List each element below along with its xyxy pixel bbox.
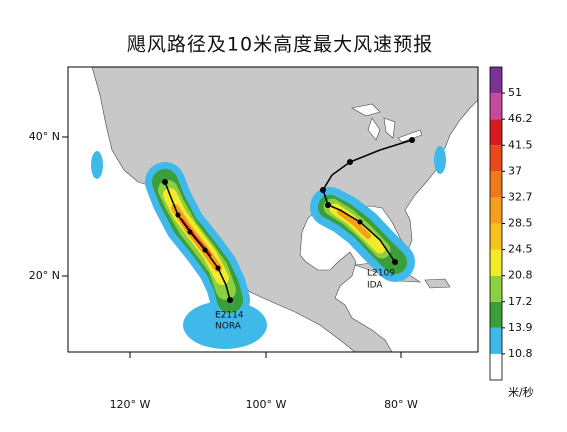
colorbar-segment [490, 249, 502, 276]
storm-track [164, 139, 413, 301]
great-lakes [351, 103, 423, 143]
colorbar-label: 37 [508, 164, 522, 177]
lon-label: 100° W [246, 398, 287, 411]
colorbar-label: 46.2 [508, 112, 533, 125]
colorbar-segment [490, 301, 502, 328]
track-point [162, 137, 415, 303]
colorbar-label: 17.2 [508, 295, 533, 308]
map [68, 67, 478, 352]
colorbar-label: 51 [508, 86, 522, 99]
axis-ticks [62, 136, 402, 358]
lat-label: 20° N [29, 269, 60, 282]
title: 飓风路径及10米高度最大风速预报 [127, 34, 433, 56]
colorbar-segment [490, 119, 502, 146]
colorbar-segment [490, 275, 502, 302]
colorbar-label: 24.5 [508, 243, 533, 256]
colorbar-segment [490, 171, 502, 198]
colorbar-segment [490, 197, 502, 224]
storm-id: E2114 [215, 311, 244, 321]
colorbar-segment [490, 327, 502, 354]
hispaniola [424, 278, 451, 289]
colorbar-label: 32.7 [508, 190, 533, 203]
storm-name: IDA [367, 281, 383, 291]
storm-id: L2109 [367, 269, 395, 279]
lon-label: 120° W [110, 398, 151, 411]
colorbar-segment [490, 223, 502, 250]
colorbar-segment [490, 93, 502, 120]
colorbar-segment [490, 67, 502, 94]
colorbar-unit: 米/秒 [508, 385, 534, 399]
map-frame [67, 66, 479, 353]
colorbar-segment [490, 145, 502, 172]
colorbar-segment [490, 353, 502, 380]
lon-label: 80° W [384, 398, 418, 411]
colorbar-label: 28.5 [508, 217, 533, 230]
colorbar-label: 10.8 [508, 347, 533, 360]
colorbar-label: 13.9 [508, 321, 533, 334]
colorbar-label: 20.8 [508, 269, 533, 282]
lat-label: 40° N [29, 130, 60, 143]
storm-name: NORA [215, 322, 242, 332]
colorbar-label: 41.5 [508, 138, 533, 151]
